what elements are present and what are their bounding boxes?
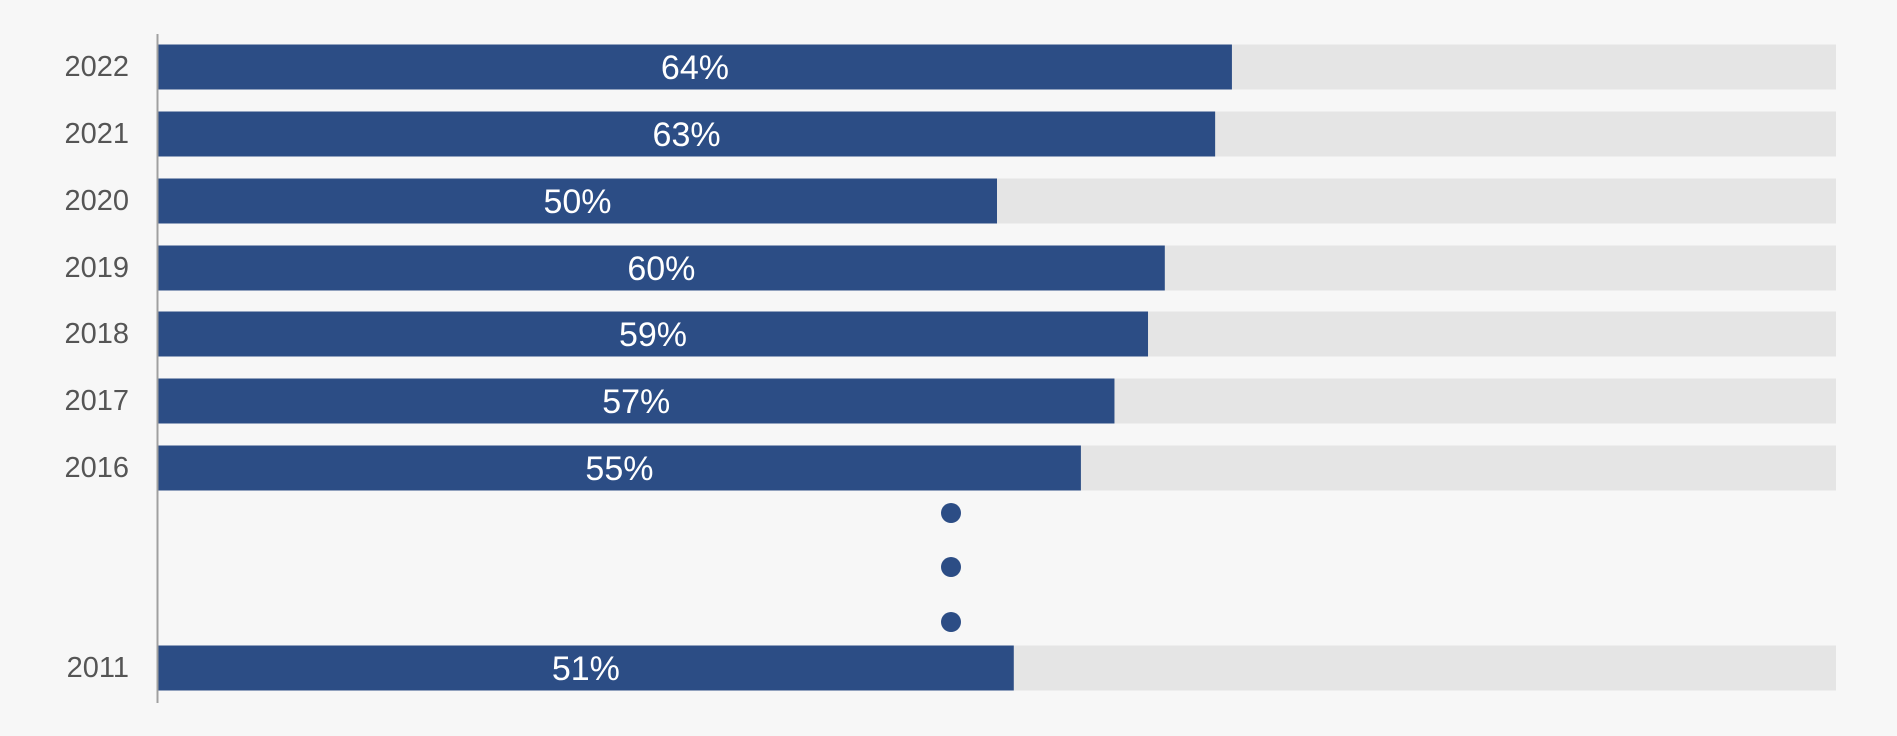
bar-2019 xyxy=(158,245,1165,291)
year-label-2020: 2020 xyxy=(64,185,129,217)
value-label-2020: 50% xyxy=(543,183,611,221)
year-label-2018: 2018 xyxy=(64,318,129,350)
year-label-2011: 2011 xyxy=(67,652,129,684)
value-label-2022: 64% xyxy=(661,49,729,87)
value-label-2016: 55% xyxy=(585,450,653,488)
year-label-2022: 2022 xyxy=(64,51,129,83)
bar-2011 xyxy=(158,645,1014,691)
value-labels: 64% 63% 50% 60% 59% 57% 55% 51% xyxy=(543,49,729,688)
value-label-2017: 57% xyxy=(602,383,670,421)
bar-2021 xyxy=(158,111,1216,157)
year-label-2017: 2017 xyxy=(64,385,129,417)
value-label-2011: 51% xyxy=(552,650,620,688)
year-label-2021: 2021 xyxy=(64,118,129,150)
ellipsis-dot-3 xyxy=(941,612,961,632)
gap-ellipsis xyxy=(941,503,961,632)
ellipsis-dot-2 xyxy=(941,557,961,577)
year-label-2016: 2016 xyxy=(64,452,129,484)
bar-2017 xyxy=(158,378,1115,424)
bar-2016 xyxy=(158,445,1081,491)
year-label-2019: 2019 xyxy=(64,252,129,284)
bar-2018 xyxy=(158,311,1149,357)
bar-2022 xyxy=(158,44,1232,90)
value-label-2021: 63% xyxy=(653,116,721,154)
value-label-2018: 59% xyxy=(619,316,687,354)
bar-2020 xyxy=(158,178,997,224)
value-label-2019: 60% xyxy=(627,250,695,288)
ellipsis-dot-1 xyxy=(941,503,961,523)
bars xyxy=(158,44,1232,691)
year-labels: 2022 2021 2020 2019 2018 2017 2016 2011 xyxy=(64,51,129,684)
